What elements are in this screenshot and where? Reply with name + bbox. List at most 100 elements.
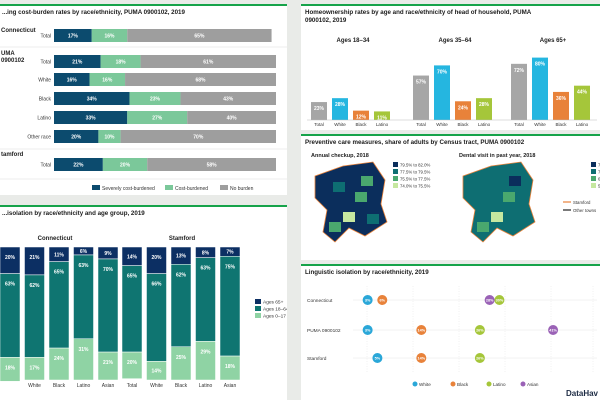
- data-label: 6%: [380, 299, 386, 303]
- row-label: Black: [39, 97, 52, 103]
- data-label: 33%: [86, 116, 97, 122]
- data-label: 57%: [416, 80, 427, 86]
- tract-area: [314, 161, 388, 243]
- legend-label: 74.0% to 75.5%: [400, 184, 431, 189]
- cost-burden-panel: ...ing cost-burden rates by race/ethnici…: [0, 4, 287, 195]
- census-tract: [361, 176, 373, 186]
- column-bar: [413, 75, 429, 120]
- column-bar: [374, 111, 390, 120]
- legend-label: White: [419, 382, 431, 387]
- data-label: 65%: [194, 34, 205, 40]
- dot-point: [494, 295, 505, 305]
- data-label: 44%: [577, 90, 588, 96]
- legend-swatch: [393, 176, 398, 181]
- bar-segment: [140, 55, 276, 68]
- legend-swatch: [255, 299, 261, 304]
- census-tract: [329, 222, 341, 232]
- tick-label: White: [150, 383, 163, 389]
- tick-label: Total: [514, 122, 524, 127]
- tick-label: White: [534, 122, 546, 127]
- data-label: 30%: [496, 299, 504, 303]
- data-label: 14%: [127, 254, 138, 260]
- legend-swatch: [450, 381, 456, 387]
- census-tract: [481, 182, 493, 192]
- cost-burden-title: ...ing cost-burden rates by race/ethnici…: [2, 9, 185, 16]
- row-label: PUMA 0900102: [307, 328, 341, 334]
- linguistic-race-panel: Linguistic isolation by race/ethnicity, …: [301, 264, 600, 400]
- data-label: 43%: [223, 97, 234, 103]
- bar-segment: [98, 130, 121, 143]
- data-label: 11%: [377, 115, 387, 121]
- tick-label: Black: [355, 122, 367, 127]
- data-label: 63%: [78, 263, 89, 269]
- bar-segment: [89, 73, 126, 86]
- data-label: 14%: [151, 369, 162, 375]
- bar-segment: [100, 55, 141, 68]
- data-label: 24%: [458, 105, 469, 111]
- data-label: 20%: [151, 255, 162, 261]
- bar-segment: [187, 111, 276, 124]
- panel-label: Stamford: [169, 236, 196, 242]
- tick-label: Asian: [224, 383, 237, 389]
- bar-segment: [24, 357, 45, 381]
- tick-label: White: [436, 122, 448, 127]
- legend-swatch: [393, 162, 398, 167]
- preventive-care-title: Preventive care measures, share of adult…: [305, 139, 525, 146]
- data-label: 65%: [54, 270, 65, 276]
- legend-swatch: [591, 162, 596, 167]
- legend-label: Severely cost-burdened: [102, 186, 155, 192]
- row-label: Connecticut: [307, 298, 333, 304]
- data-label: 72%: [514, 68, 525, 74]
- bar-segment: [120, 130, 276, 143]
- legend-swatch: [165, 185, 173, 190]
- column-bar: [332, 98, 348, 120]
- row-label: Latino: [37, 116, 51, 122]
- legend-label: 64.0% to 75.0%: [598, 177, 600, 182]
- data-label: 41%: [549, 329, 557, 333]
- bar-segment: [48, 347, 70, 381]
- data-label: 16%: [102, 78, 113, 84]
- legend-label: Asian: [527, 382, 539, 387]
- data-label: 70%: [103, 267, 114, 273]
- tick-label: Latino: [77, 383, 91, 389]
- bar-segment: [170, 346, 192, 381]
- bar-segment: [54, 73, 90, 86]
- legend-swatch: [412, 381, 418, 387]
- bar-segment: [54, 111, 128, 124]
- data-label: 23%: [150, 97, 161, 103]
- row-label: Total: [40, 34, 51, 40]
- bar-segment: [127, 111, 188, 124]
- legend-swatch: [591, 169, 596, 174]
- tick-label: Total: [416, 122, 426, 127]
- column-bar: [476, 98, 492, 120]
- column-bar: [532, 57, 548, 120]
- homeownership-chart: Ages 18–3423%Total28%White12%Black11%Lat…: [307, 38, 597, 127]
- linguistic-age-title: ...isolation by race/ethnicity and age g…: [2, 210, 145, 217]
- row-label: Other race: [27, 135, 51, 141]
- data-label: 6%: [80, 249, 88, 255]
- group-label: Connecticut: [1, 28, 36, 34]
- dot-point: [474, 353, 485, 363]
- data-label: 18%: [5, 365, 16, 371]
- group-label: UMA: [1, 51, 15, 57]
- census-tract: [477, 222, 489, 232]
- bar-segment: [121, 351, 143, 379]
- data-label: 20%: [127, 360, 138, 366]
- panel-label: Ages 35–64: [438, 38, 472, 44]
- dot-point: [484, 295, 495, 305]
- group-label: tamford: [1, 152, 24, 158]
- tick-label: Latino: [478, 122, 491, 127]
- homeownership-title: Homeownership rates by age and race/ethn…: [305, 9, 531, 24]
- data-label: 66%: [151, 282, 162, 288]
- bar-segment: [0, 357, 21, 382]
- bar-segment: [219, 355, 241, 381]
- bar-segment: [219, 256, 241, 357]
- data-label: 14%: [418, 329, 426, 333]
- tick-label: Latino: [199, 383, 213, 389]
- dot-point: [416, 325, 427, 335]
- column-bar: [353, 110, 369, 120]
- legend-label: Other towns: [573, 208, 596, 213]
- legend-label: 75.5% to 77.5%: [400, 177, 431, 182]
- data-label: 26%: [476, 329, 484, 333]
